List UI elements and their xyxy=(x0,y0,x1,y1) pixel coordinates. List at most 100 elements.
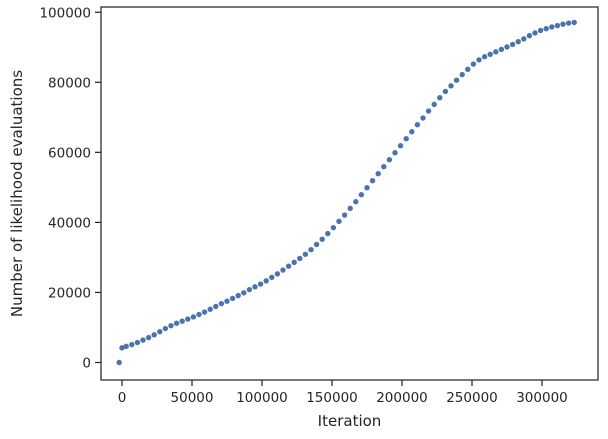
data-point xyxy=(151,332,157,338)
y-tick-label: 40000 xyxy=(48,215,91,231)
data-point xyxy=(207,306,213,312)
data-point xyxy=(280,267,286,273)
x-tick-label: 150000 xyxy=(306,390,358,406)
data-point xyxy=(190,314,197,320)
data-point xyxy=(246,286,253,293)
data-point xyxy=(403,135,409,142)
data-point xyxy=(481,54,488,60)
y-tick-label: 20000 xyxy=(48,285,91,301)
data-point xyxy=(526,33,533,39)
data-point xyxy=(179,318,185,324)
data-point xyxy=(392,150,398,156)
data-point xyxy=(442,88,449,95)
data-point xyxy=(157,328,163,335)
data-point xyxy=(532,30,538,36)
data-points xyxy=(116,19,577,366)
data-point xyxy=(437,95,443,101)
data-point xyxy=(375,171,381,177)
data-point xyxy=(465,66,471,73)
data-point xyxy=(543,26,549,32)
data-point xyxy=(537,27,544,34)
data-point xyxy=(201,309,208,315)
data-point xyxy=(397,142,404,149)
data-point xyxy=(470,61,477,67)
data-point xyxy=(285,263,292,269)
data-point xyxy=(291,259,297,266)
data-point xyxy=(521,36,527,42)
data-point xyxy=(319,236,325,242)
data-point xyxy=(560,21,566,27)
data-point xyxy=(509,41,516,48)
data-point xyxy=(493,49,499,55)
x-tick-label: 100000 xyxy=(236,390,288,406)
data-point xyxy=(565,20,572,26)
data-point xyxy=(269,274,275,281)
data-point xyxy=(173,320,180,326)
data-point xyxy=(224,298,230,304)
data-point xyxy=(571,19,577,26)
data-point xyxy=(364,185,370,191)
data-point xyxy=(448,83,454,89)
data-point xyxy=(168,323,174,329)
data-point xyxy=(308,247,314,253)
data-point xyxy=(459,71,465,78)
data-point xyxy=(330,224,337,231)
data-point xyxy=(229,295,236,302)
x-tick-label: 200000 xyxy=(376,390,428,406)
x-tick-label: 0 xyxy=(118,390,127,406)
y-tick-label: 0 xyxy=(82,355,91,371)
y-tick-label: 60000 xyxy=(48,145,91,161)
plot-area xyxy=(101,7,598,380)
data-point xyxy=(420,115,426,121)
y-axis-ticks: 0 20000 40000 60000 80000 100000 xyxy=(39,5,101,371)
data-point xyxy=(297,255,303,262)
data-point xyxy=(476,57,482,63)
data-point xyxy=(140,337,146,343)
data-point xyxy=(313,241,320,248)
data-point xyxy=(341,212,348,218)
data-point xyxy=(123,343,129,350)
x-tick-label: 250000 xyxy=(446,390,498,406)
x-tick-label: 50000 xyxy=(171,390,214,406)
data-point xyxy=(431,101,437,108)
data-point xyxy=(386,157,393,163)
data-point xyxy=(515,38,521,45)
data-point xyxy=(274,271,281,277)
data-point xyxy=(414,121,421,128)
x-axis-ticks: 0 50000 100000 150000 200000 250000 300000 xyxy=(118,380,568,406)
data-point xyxy=(369,178,376,184)
data-point xyxy=(347,205,353,212)
data-point xyxy=(336,218,342,225)
data-point xyxy=(213,303,219,310)
data-point xyxy=(116,359,122,366)
data-point xyxy=(549,24,555,30)
data-point xyxy=(302,251,309,257)
y-tick-label: 80000 xyxy=(48,75,91,91)
axes-frame xyxy=(100,6,599,381)
data-point xyxy=(263,278,269,284)
data-point xyxy=(554,22,561,29)
x-axis-label: Iteration xyxy=(318,412,382,430)
data-point xyxy=(381,164,387,170)
data-point xyxy=(241,290,247,296)
data-point xyxy=(134,339,141,346)
y-tick-label: 100000 xyxy=(39,5,91,21)
x-tick-label: 300000 xyxy=(516,390,568,406)
data-point xyxy=(498,46,505,53)
data-point xyxy=(129,341,135,348)
data-point xyxy=(252,284,258,290)
data-point xyxy=(235,292,241,299)
data-point xyxy=(425,108,432,114)
data-point xyxy=(487,51,493,57)
data-point xyxy=(218,300,225,307)
data-point xyxy=(504,44,510,50)
data-point xyxy=(145,334,152,341)
data-point xyxy=(358,192,365,198)
data-point xyxy=(119,345,125,351)
data-point xyxy=(196,311,202,318)
data-point xyxy=(162,325,169,332)
y-axis-label: Number of likelihood evaluations xyxy=(8,70,26,317)
data-point xyxy=(353,199,359,205)
data-point xyxy=(325,230,331,237)
